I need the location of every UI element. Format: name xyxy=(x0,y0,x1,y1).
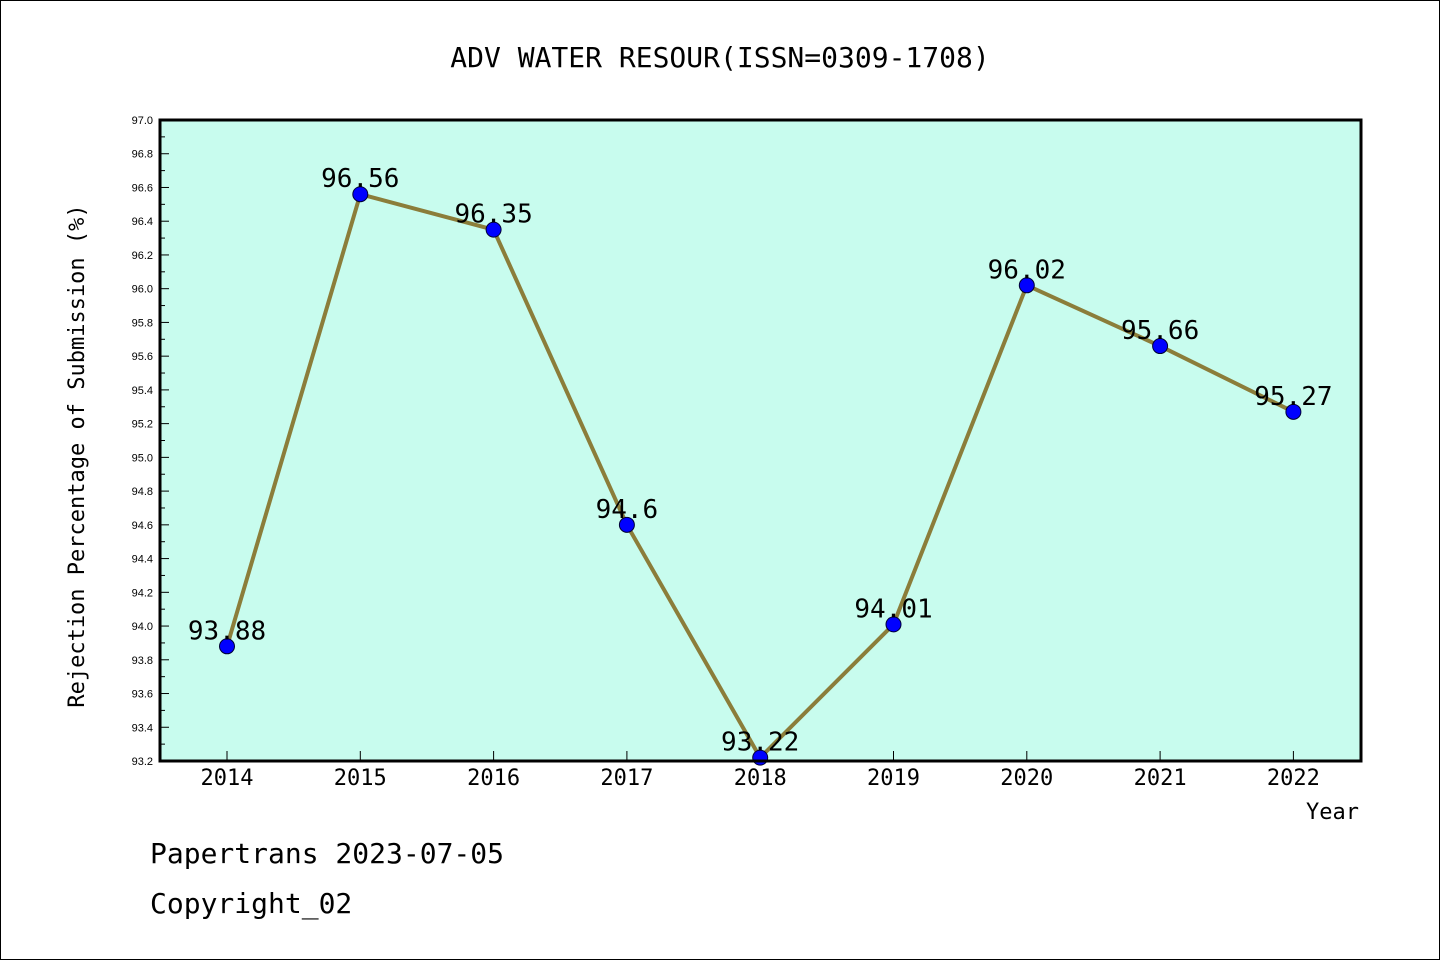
data-label: 93.22 xyxy=(721,728,799,758)
chart-title: ADV WATER RESOUR(ISSN=0309-1708) xyxy=(450,41,989,74)
data-label: 94.6 xyxy=(596,495,659,525)
y-tick-label: 95.6 xyxy=(132,351,153,363)
x-tick-label: 2016 xyxy=(467,766,520,791)
data-point xyxy=(1018,277,1035,294)
x-axis-label: Year xyxy=(1306,800,1359,825)
data-point xyxy=(352,186,369,203)
data-label: 93.88 xyxy=(188,616,266,646)
y-tick-label: 95.2 xyxy=(132,419,153,431)
x-axis: 2014 2015 2016 2017 2018 2019 2020 2021 2022 xyxy=(201,751,1320,791)
y-tick-label: 93.6 xyxy=(132,689,153,701)
x-tick-label: 2015 xyxy=(334,766,387,791)
y-tick-label: 96.8 xyxy=(132,149,153,161)
y-tick-label: 94.2 xyxy=(132,587,153,599)
data-label: 96.35 xyxy=(454,200,532,230)
plot-area xyxy=(160,120,1361,761)
y-tick-label: 95.8 xyxy=(132,317,153,329)
data-label: 95.66 xyxy=(1121,316,1199,346)
data-point xyxy=(885,616,902,633)
x-tick-label: 2018 xyxy=(734,766,787,791)
y-tick-label: 95.4 xyxy=(132,385,153,397)
data-label: 95.27 xyxy=(1254,382,1332,412)
data-label: 96.56 xyxy=(321,164,399,194)
y-tick-label: 94.8 xyxy=(132,486,153,498)
y-tick-label: 96.6 xyxy=(132,182,153,194)
plot-border xyxy=(158,118,1363,763)
y-tick-label: 93.4 xyxy=(132,722,153,734)
x-tick-label: 2017 xyxy=(600,766,653,791)
x-tick-label: 2014 xyxy=(201,766,254,791)
y-tick-label: 96.0 xyxy=(132,284,153,296)
y-tick-label: 94.4 xyxy=(132,554,153,566)
y-tick-label: 94.0 xyxy=(132,621,153,633)
y-tick-label: 96.2 xyxy=(132,250,153,262)
data-label: 96.02 xyxy=(988,255,1066,285)
data-point xyxy=(1285,403,1302,420)
data-label: 94.01 xyxy=(854,594,932,624)
series-line-group: 93.88 96.56 96.35 94.6 93.22 94.01 96.02 95.66 9… xyxy=(188,164,1333,766)
x-tick-label: 2021 xyxy=(1134,766,1187,791)
y-tick-label: 93.2 xyxy=(132,756,153,768)
y-tick-label: 93.8 xyxy=(132,655,153,667)
y-tick-label: 95.0 xyxy=(132,452,153,464)
footer-date: Papertrans 2023-07-05 xyxy=(150,837,504,870)
data-point xyxy=(485,221,502,238)
data-point xyxy=(219,638,235,655)
data-point xyxy=(1152,338,1169,355)
y-tick-label: 94.6 xyxy=(132,520,153,532)
y-tick-label: 97.0 xyxy=(132,115,153,127)
footer-copyright: Copyright_02 xyxy=(150,887,352,921)
y-axis-label: Rejection Percentage of Submission (%) xyxy=(65,204,90,707)
data-point xyxy=(618,516,635,533)
y-tick-label: 96.4 xyxy=(132,216,153,228)
x-tick-label: 2022 xyxy=(1267,766,1320,791)
x-tick-label: 2020 xyxy=(1000,766,1053,791)
x-tick-label: 2019 xyxy=(867,766,920,791)
